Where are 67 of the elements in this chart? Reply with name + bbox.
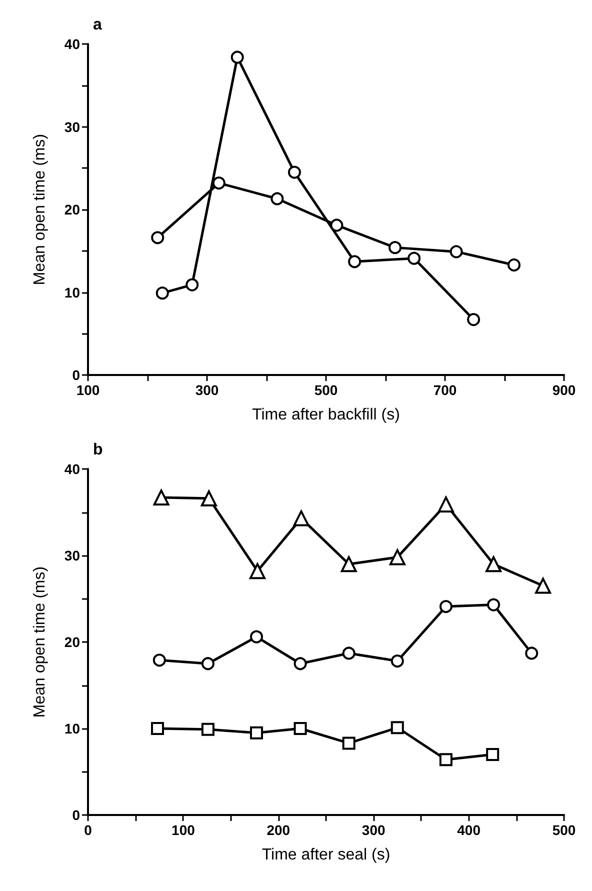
x-tick-label: 700 [433,382,457,398]
x-tick-label: 300 [195,382,219,398]
point [249,563,266,580]
y-tick-label: 20 [64,634,80,650]
point [288,166,301,179]
chart-title: b [93,442,103,458]
point [390,654,404,668]
x-axis-title: Time after seal (s) [262,846,390,864]
x-tick-label: 200 [266,822,290,838]
point [390,721,404,734]
point [156,286,169,300]
point [294,657,307,670]
point [348,255,362,268]
point [486,748,500,761]
y-tick-label: 0 [72,367,80,383]
y-tick-label: 40 [64,461,80,477]
y-tick-label: 20 [64,202,80,218]
point [342,736,356,750]
point [486,556,502,572]
point [388,241,402,254]
point [200,490,217,506]
point [439,600,452,614]
point [525,646,538,660]
x-tick-label: 0 [84,822,92,838]
point [270,192,284,206]
point [330,218,344,232]
y-tick-label: 40 [64,36,80,52]
point [450,245,463,258]
x-tick-label: 900 [552,382,576,398]
point [342,646,356,660]
point [186,278,199,292]
y-axis-title: Mean open time (ms) [32,134,48,286]
point [294,722,307,735]
y-axis-title: Mean open time (ms) [32,566,48,718]
chart-title: a [93,16,102,34]
point [508,258,521,272]
y-tick-label: 10 [64,720,80,736]
y-tick-label: 10 [64,284,80,300]
x-tick-label: 100 [76,382,100,398]
point [250,726,264,740]
x-tick-label: 500 [552,822,576,838]
point [153,490,170,506]
point [230,50,244,64]
x-tick-label: 500 [314,382,338,398]
point [438,496,454,512]
point [467,313,480,326]
x-tick-label: 300 [362,822,386,838]
point [487,598,500,612]
point [151,231,164,244]
point [535,578,552,594]
y-tick-label: 0 [72,807,80,823]
y-tick-label: 30 [64,548,80,564]
point [201,657,214,670]
point [150,722,164,735]
point [439,753,452,766]
point [408,252,421,265]
y-tick-label: 30 [64,118,80,135]
point [212,176,226,190]
point [389,549,406,566]
x-tick-label: 400 [457,822,481,838]
point [152,654,166,667]
point [201,722,214,736]
x-tick-label: 100 [172,822,196,838]
point [340,556,357,572]
point [250,630,264,644]
x-axis-title: Time after backfill (s) [252,406,400,424]
point [293,510,310,526]
